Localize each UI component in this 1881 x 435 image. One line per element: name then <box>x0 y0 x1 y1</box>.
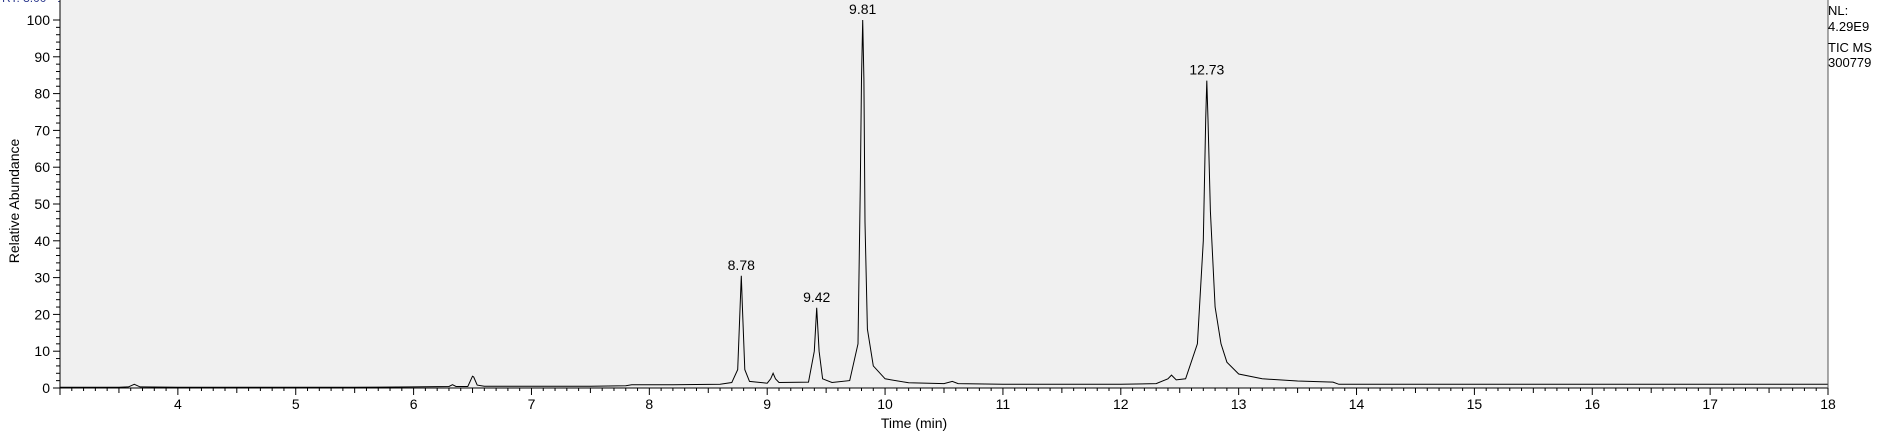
y-tick-label: 70 <box>34 122 50 138</box>
x-tick-label: 8 <box>645 396 653 412</box>
y-tick-label: 20 <box>34 306 50 322</box>
nl-value: 4.29E9 <box>1828 19 1870 34</box>
nl-label: NL: <box>1828 3 1849 18</box>
x-tick-label: 18 <box>1820 396 1836 412</box>
y-tick-label: 90 <box>34 49 50 65</box>
y-tick-label: 100 <box>27 12 51 28</box>
y-axis-title: Relative Abundance <box>6 139 22 264</box>
rt-range-header: RT: 3.00 - 18.00 <box>2 0 87 5</box>
x-tick-label: 5 <box>292 396 300 412</box>
peak-label: 9.42 <box>803 289 830 305</box>
x-axis-title: Time (min) <box>881 415 947 431</box>
x-tick-label: 10 <box>877 396 893 412</box>
y-tick-label: 40 <box>34 233 50 249</box>
y-tick-label: 30 <box>34 270 50 286</box>
x-tick-label: 14 <box>1349 396 1365 412</box>
plot-background <box>60 0 1828 388</box>
x-tick-label: 17 <box>1702 396 1718 412</box>
peak-label: 8.78 <box>728 257 755 273</box>
y-tick-label: 50 <box>34 196 50 212</box>
x-tick-label: 12 <box>1113 396 1129 412</box>
x-tick-label: 13 <box>1231 396 1247 412</box>
scan-type-label: TIC MS <box>1828 40 1873 55</box>
peak-label: 12.73 <box>1189 62 1224 78</box>
x-tick-label: 11 <box>996 396 1011 412</box>
x-tick-label: 9 <box>763 396 771 412</box>
x-tick-label: 7 <box>528 396 536 412</box>
sample-id-label: 300779 <box>1828 55 1872 70</box>
peak-label: 9.81 <box>849 1 876 17</box>
x-tick-label: 6 <box>410 396 418 412</box>
tic-trace-line <box>60 19 1828 388</box>
x-tick-label: 15 <box>1467 396 1483 412</box>
y-tick-label: 0 <box>42 380 50 396</box>
y-tick-label: 80 <box>34 86 50 102</box>
x-tick-label: 4 <box>174 396 182 412</box>
x-tick-label: 16 <box>1584 396 1600 412</box>
y-tick-label: 60 <box>34 159 50 175</box>
y-tick-label: 10 <box>34 343 50 359</box>
